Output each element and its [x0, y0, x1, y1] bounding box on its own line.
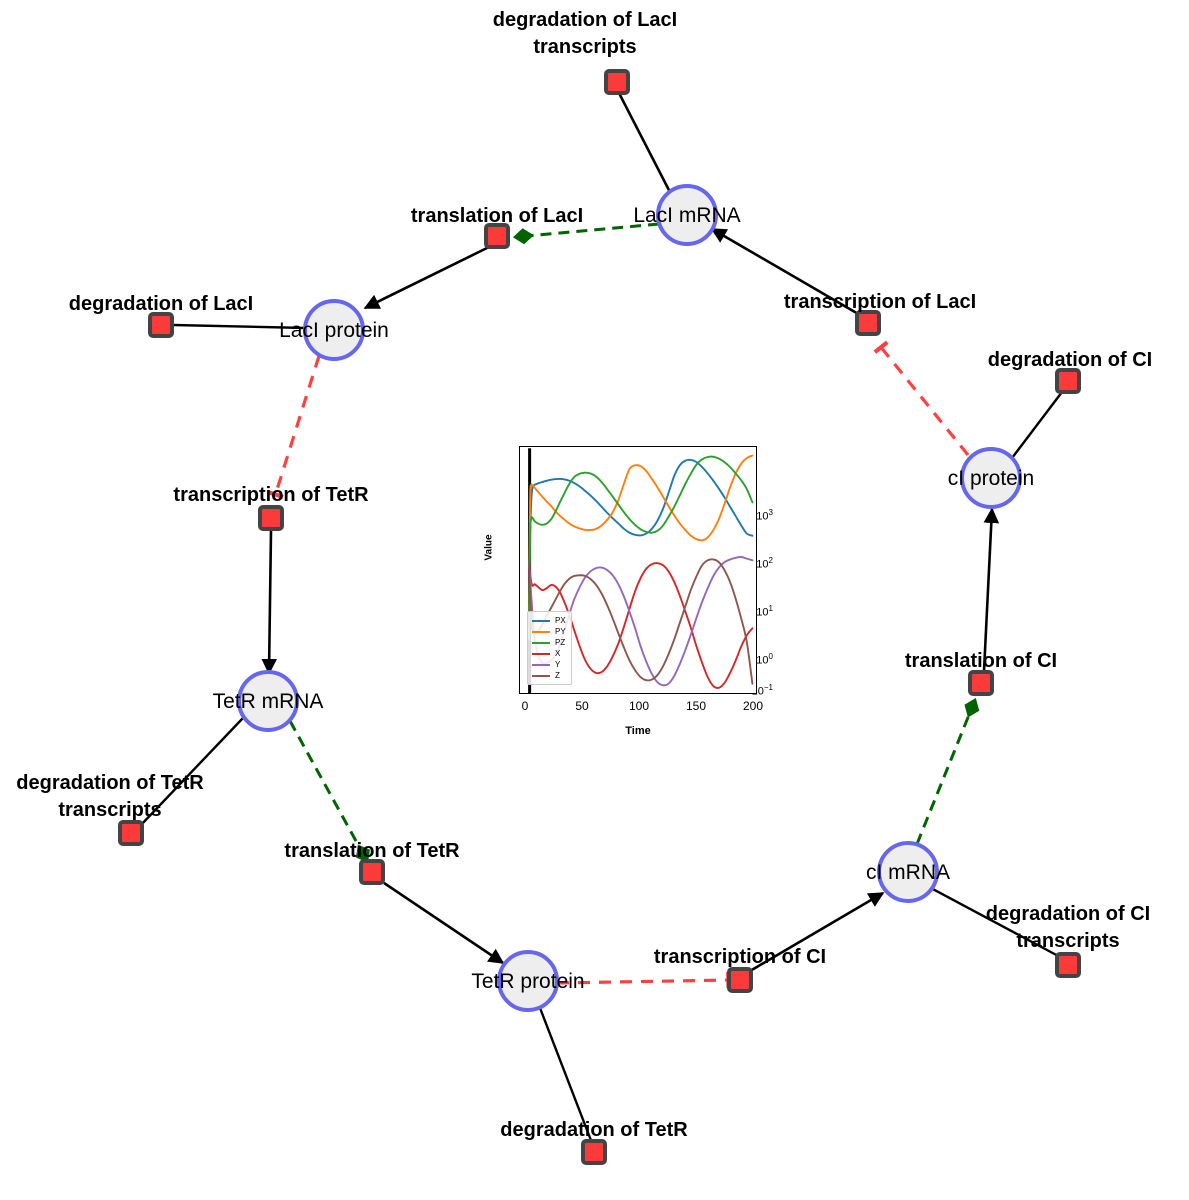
legend-label-x: X	[555, 649, 561, 658]
species-node-ci-protein[interactable]	[960, 447, 1022, 509]
plot-ytick-10: 101	[756, 604, 773, 619]
legend-label-z: Z	[555, 671, 560, 680]
legend-label-pz: PZ	[555, 638, 566, 647]
reaction-label-deg-ci: degradation of CI	[988, 349, 1152, 371]
reaction-node-transcription-laci[interactable]	[855, 310, 881, 336]
legend-swatch-x	[532, 652, 550, 655]
reaction-label-translation-ci: translation of CI	[905, 650, 1057, 672]
legend-swatch-z	[532, 674, 550, 677]
plot-legend: PX PY PZ X Y Z	[527, 611, 572, 685]
species-node-laci-mrna[interactable]	[656, 184, 718, 246]
species-label-tetr-protein: TetR protein	[471, 970, 584, 993]
plot-series-px	[527, 458, 754, 641]
reaction-label-deg-laci-transcripts: degradation of LacI transcripts	[493, 9, 677, 58]
plot-xtick-200: 200	[742, 699, 764, 713]
reaction-label-translation-tetr: translation of TetR	[284, 840, 460, 862]
plot-ytick-1000: 103	[756, 508, 773, 523]
legend-swatch-y	[532, 663, 550, 666]
species-label-ci-protein: cI protein	[948, 467, 1034, 490]
edge-tetr-protein-inhibits-transcription-ci	[556, 971, 731, 989]
plot-ytick-1: 100	[756, 652, 773, 667]
species-nodes-layer	[237, 184, 1022, 1012]
reaction-label-transcription-tetr: transcription of TetR	[173, 484, 369, 506]
species-node-tetr-mrna[interactable]	[237, 670, 299, 732]
species-label-ci-mrna: cI mRNA	[866, 861, 950, 884]
plot-y-axis-label: Value	[483, 534, 495, 561]
legend-swatch-px	[532, 619, 550, 622]
edges-layer	[139, 92, 1063, 1144]
plot-xtick-0: 0	[521, 699, 529, 713]
plot-ytick-100: 102	[756, 556, 773, 571]
reaction-label-deg-ci-transcripts: degradation of CI transcripts	[986, 903, 1150, 952]
plot-series-py	[527, 454, 754, 641]
legend-item-py: PY	[532, 626, 566, 637]
reaction-node-translation-laci[interactable]	[484, 223, 510, 249]
edge-transcription-tetr-to-tetr-mrna	[261, 530, 277, 675]
edge-laci-mrna-to-deg-laci-transcripts	[617, 92, 675, 199]
legend-item-y: Y	[532, 659, 566, 670]
reaction-label-transcription-ci: transcription of CI	[654, 946, 826, 968]
edge-ci-protein-inhibits-transcription-laci	[873, 340, 970, 457]
edge-transcription-ci-to-ci-mrna	[749, 891, 885, 973]
plot-xtick-150: 150	[685, 699, 707, 713]
reaction-node-transcription-ci[interactable]	[727, 967, 753, 993]
reaction-node-translation-ci[interactable]	[968, 670, 994, 696]
legend-label-px: PX	[555, 616, 566, 625]
legend-item-x: X	[532, 648, 566, 659]
species-node-laci-protein[interactable]	[303, 299, 365, 361]
legend-item-z: Z	[532, 670, 566, 681]
reaction-node-deg-ci[interactable]	[1055, 368, 1081, 394]
edge-ci-mrna-to-translation-ci	[915, 698, 980, 845]
species-label-tetr-mrna: TetR mRNA	[213, 690, 324, 713]
legend-swatch-py	[532, 630, 550, 633]
reaction-node-deg-tetr[interactable]	[581, 1139, 607, 1165]
reaction-labels-layer: degradation of LacI transcripts translati…	[16, 9, 1152, 1141]
edge-laci-mrna-to-translation-laci	[512, 222, 660, 245]
species-labels-layer: LacI mRNA LacI protein TetR mRNA TetR pr…	[213, 204, 1035, 993]
edge-transcription-laci-to-laci-mrna	[710, 227, 861, 317]
plot-xtick-100: 100	[628, 699, 650, 713]
species-node-tetr-protein[interactable]	[497, 950, 559, 1012]
reaction-label-transcription-laci: transcription of LacI	[784, 291, 976, 313]
legend-item-pz: PZ	[532, 637, 566, 648]
legend-label-y: Y	[555, 660, 561, 669]
plot-ytick-0.1: 10−1	[751, 683, 773, 698]
reaction-label-deg-tetr-transcripts: degradation of TetR transcripts	[16, 772, 204, 821]
legend-swatch-pz	[532, 641, 550, 644]
edge-translation-laci-to-laci-protein	[363, 245, 490, 310]
reaction-node-deg-ci-transcripts[interactable]	[1055, 952, 1081, 978]
edge-translation-ci-to-ci-protein	[982, 507, 1000, 672]
edge-ci-mrna-to-deg-ci-transcripts	[928, 885, 1063, 960]
legend-item-px: PX	[532, 615, 566, 626]
reaction-node-deg-laci-transcripts[interactable]	[604, 69, 630, 95]
edge-laci-protein-inhibits-transcription-tetr	[267, 355, 321, 499]
edge-tetr-mrna-to-deg-tetr-transcripts	[139, 717, 244, 827]
species-label-laci-mrna: LacI mRNA	[633, 204, 740, 227]
plot-x-axis-label: Time	[625, 725, 651, 737]
edge-tetr-mrna-to-translation-tetr	[288, 720, 370, 863]
plot-series-pz	[527, 455, 754, 641]
edge-tetr-protein-to-deg-tetr	[538, 1007, 594, 1144]
reaction-node-deg-tetr-transcripts[interactable]	[118, 820, 144, 846]
legend-label-py: PY	[555, 627, 566, 636]
reaction-label-translation-laci: translation of LacI	[411, 205, 583, 227]
reaction-nodes-layer	[118, 69, 1081, 1165]
species-node-ci-mrna[interactable]	[877, 841, 939, 903]
timeseries-inset-plot: Value 103 102 101 100 10−1 0 50 100 150 …	[473, 437, 773, 747]
edge-ci-protein-to-deg-ci	[1011, 391, 1063, 459]
edge-translation-tetr-to-tetr-protein	[383, 881, 505, 965]
reaction-label-deg-laci: degradation of LacI	[69, 293, 253, 315]
species-label-laci-protein: LacI protein	[279, 319, 389, 342]
reaction-label-deg-tetr: degradation of TetR	[500, 1119, 688, 1141]
plot-xtick-50: 50	[575, 699, 589, 713]
edge-laci-protein-to-deg-laci	[172, 323, 307, 330]
plot-series-x	[527, 561, 754, 689]
reaction-node-transcription-tetr[interactable]	[258, 505, 284, 531]
reaction-node-deg-laci[interactable]	[148, 312, 174, 338]
reaction-node-translation-tetr[interactable]	[359, 859, 385, 885]
